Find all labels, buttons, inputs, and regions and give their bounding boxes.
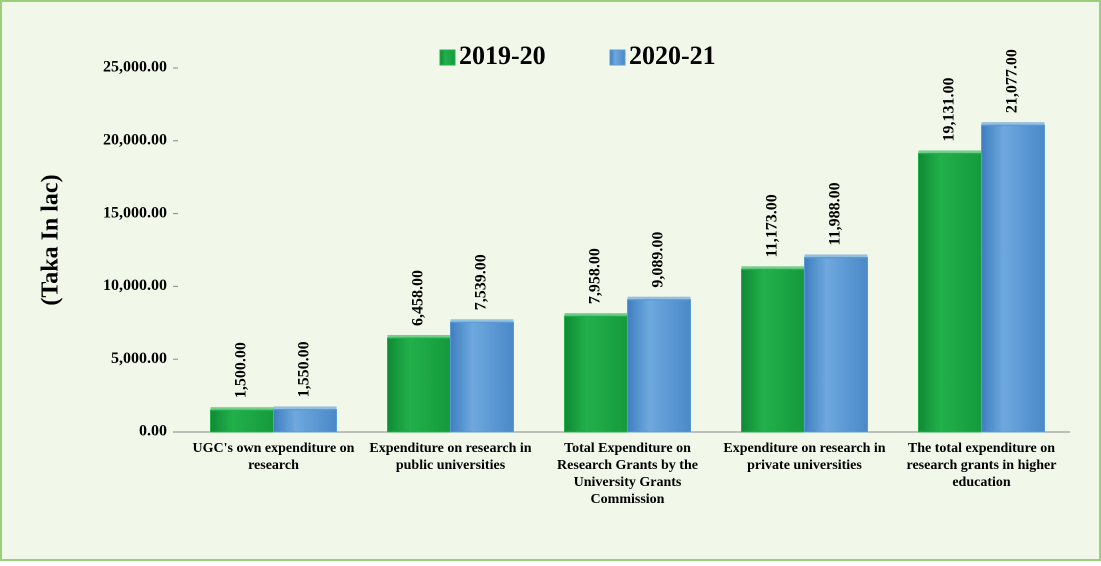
bar-top	[741, 266, 805, 271]
bar-top	[804, 254, 868, 259]
x-tick-label: UGC's own expenditure on research	[192, 441, 355, 473]
bar	[741, 268, 805, 433]
x-tick-text: Expenditure on research in public univer…	[369, 441, 532, 473]
y-axis-title: (Taka In lac)	[38, 174, 64, 305]
x-tick-label: Total Expenditure on Research Grants by …	[557, 441, 698, 507]
bar	[387, 337, 451, 433]
legend-swatch	[609, 49, 626, 66]
bar	[273, 408, 337, 433]
legend-label: 2020-21	[629, 41, 716, 70]
bar	[450, 321, 514, 433]
y-tick-label: 25,000.00	[103, 59, 167, 76]
y-tick-label: 20,000.00	[103, 131, 167, 148]
y-tick-label: 5,000.00	[111, 350, 167, 367]
bar-top	[564, 313, 628, 318]
data-label: 1,500.00	[233, 342, 250, 398]
x-tick-label: The total expenditure on research grants…	[906, 441, 1057, 490]
bar-top	[918, 150, 982, 155]
x-tick-text: The total expenditure on research grants…	[906, 441, 1057, 490]
bar-top	[387, 334, 451, 339]
bar	[210, 409, 274, 433]
x-tick-text: Total Expenditure on Research Grants by …	[557, 441, 698, 507]
bar-top	[273, 406, 337, 411]
data-label: 1,550.00	[296, 341, 313, 397]
x-tick-label: Expenditure on research in public univer…	[369, 441, 532, 473]
bar	[627, 299, 691, 433]
bar-top	[627, 296, 691, 301]
data-label: 11,173.00	[764, 194, 781, 257]
data-label: 19,131.00	[941, 77, 958, 141]
data-label: 7,539.00	[473, 254, 490, 310]
data-label: 9,089.00	[650, 232, 667, 288]
legend-label: 2019-20	[459, 41, 546, 70]
data-label: 6,458.00	[410, 270, 427, 326]
x-tick-text: Expenditure on research in private unive…	[723, 441, 886, 473]
x-tick-label: Expenditure on research in private unive…	[723, 441, 886, 473]
y-tick-label: 15,000.00	[103, 204, 167, 221]
data-label: 21,077.00	[1004, 49, 1021, 113]
y-tick-label: 0.00	[139, 423, 167, 440]
legend-swatch	[439, 49, 456, 66]
data-label: 7,958.00	[587, 248, 604, 304]
bar-top	[981, 122, 1045, 127]
bar-top	[450, 319, 514, 324]
bar	[981, 124, 1045, 433]
bar	[804, 256, 868, 433]
bar	[918, 152, 982, 433]
data-label: 11,988.00	[827, 182, 844, 245]
bar	[564, 315, 628, 433]
y-tick-label: 10,000.00	[103, 277, 167, 294]
bar-top	[210, 407, 274, 412]
x-tick-text: UGC's own expenditure on research	[192, 441, 355, 473]
